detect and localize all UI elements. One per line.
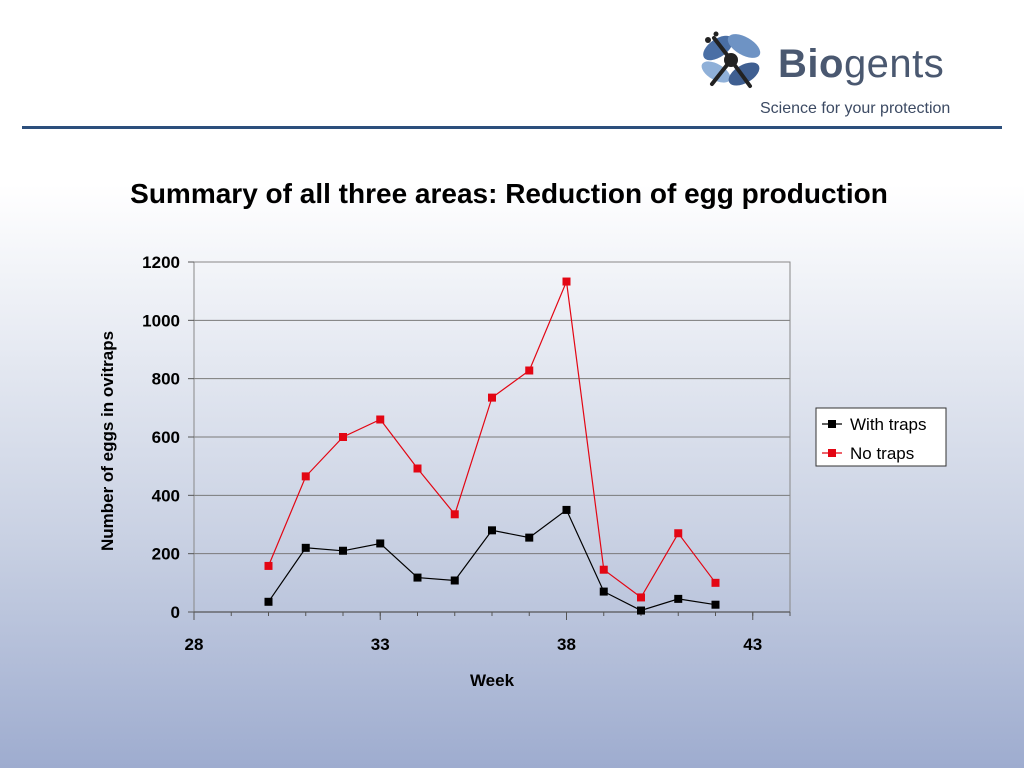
data-point bbox=[599, 565, 608, 574]
data-point bbox=[264, 561, 273, 570]
x-tick-label: 38 bbox=[557, 635, 576, 654]
data-point bbox=[301, 472, 310, 481]
legend-label: No traps bbox=[850, 444, 914, 463]
chart-gridlines bbox=[194, 261, 790, 555]
legend-marker bbox=[828, 449, 836, 457]
brand-name-bold: Bio bbox=[778, 42, 844, 86]
chart-series bbox=[264, 277, 720, 615]
data-point bbox=[413, 573, 422, 582]
y-tick-label: 800 bbox=[152, 370, 180, 389]
data-point bbox=[599, 587, 608, 596]
data-point bbox=[413, 464, 422, 473]
data-point bbox=[674, 594, 683, 603]
data-point bbox=[301, 543, 310, 552]
legend-box bbox=[815, 407, 947, 467]
data-point bbox=[376, 415, 385, 424]
data-point bbox=[376, 539, 385, 548]
biogents-logo: Biogents Science for your protection bbox=[694, 26, 994, 126]
slide-title: Summary of all three areas: Reduction of… bbox=[130, 178, 888, 209]
data-point bbox=[637, 606, 645, 615]
chart-legend: With traps No traps bbox=[815, 407, 947, 467]
y-tick-label: 1200 bbox=[142, 253, 180, 272]
data-point bbox=[711, 600, 720, 609]
data-point bbox=[264, 597, 273, 606]
x-axis-ticks: 28 33 38 43 bbox=[185, 611, 791, 654]
data-point bbox=[525, 366, 534, 375]
y-tick-label: 600 bbox=[152, 428, 180, 447]
y-axis-ticks: 0 200 400 600 800 1000 1200 bbox=[142, 253, 194, 622]
x-tick-label: 43 bbox=[743, 635, 762, 654]
data-point bbox=[339, 433, 347, 441]
x-tick-label: 33 bbox=[371, 635, 390, 654]
y-tick-label: 200 bbox=[152, 545, 180, 564]
data-point bbox=[711, 578, 720, 587]
y-tick-label: 1000 bbox=[142, 311, 180, 330]
data-point bbox=[450, 510, 459, 519]
x-tick-label: 28 bbox=[185, 635, 204, 654]
series-line bbox=[268, 508, 716, 612]
y-tick-label: 400 bbox=[152, 486, 180, 505]
y-tick-label: 0 bbox=[171, 603, 180, 622]
biogents-emblem-icon bbox=[701, 31, 761, 88]
data-point bbox=[674, 529, 683, 538]
brand-name-regular: gents bbox=[843, 42, 945, 86]
data-point bbox=[488, 393, 496, 402]
x-axis-label: Week bbox=[470, 671, 515, 690]
header-divider bbox=[22, 126, 1002, 129]
data-point bbox=[450, 576, 459, 585]
data-point bbox=[637, 593, 645, 602]
legend-label: With traps bbox=[850, 415, 927, 434]
brand-tagline: Science for your protection bbox=[760, 100, 951, 117]
brand-name: Biogents bbox=[778, 44, 944, 84]
y-axis-label: Number of eggs in ovitraps bbox=[98, 331, 117, 551]
data-point bbox=[562, 505, 571, 514]
data-point bbox=[488, 526, 496, 535]
data-point bbox=[525, 533, 534, 542]
data-point bbox=[339, 546, 347, 555]
legend-marker bbox=[828, 420, 836, 428]
data-point bbox=[562, 277, 571, 286]
